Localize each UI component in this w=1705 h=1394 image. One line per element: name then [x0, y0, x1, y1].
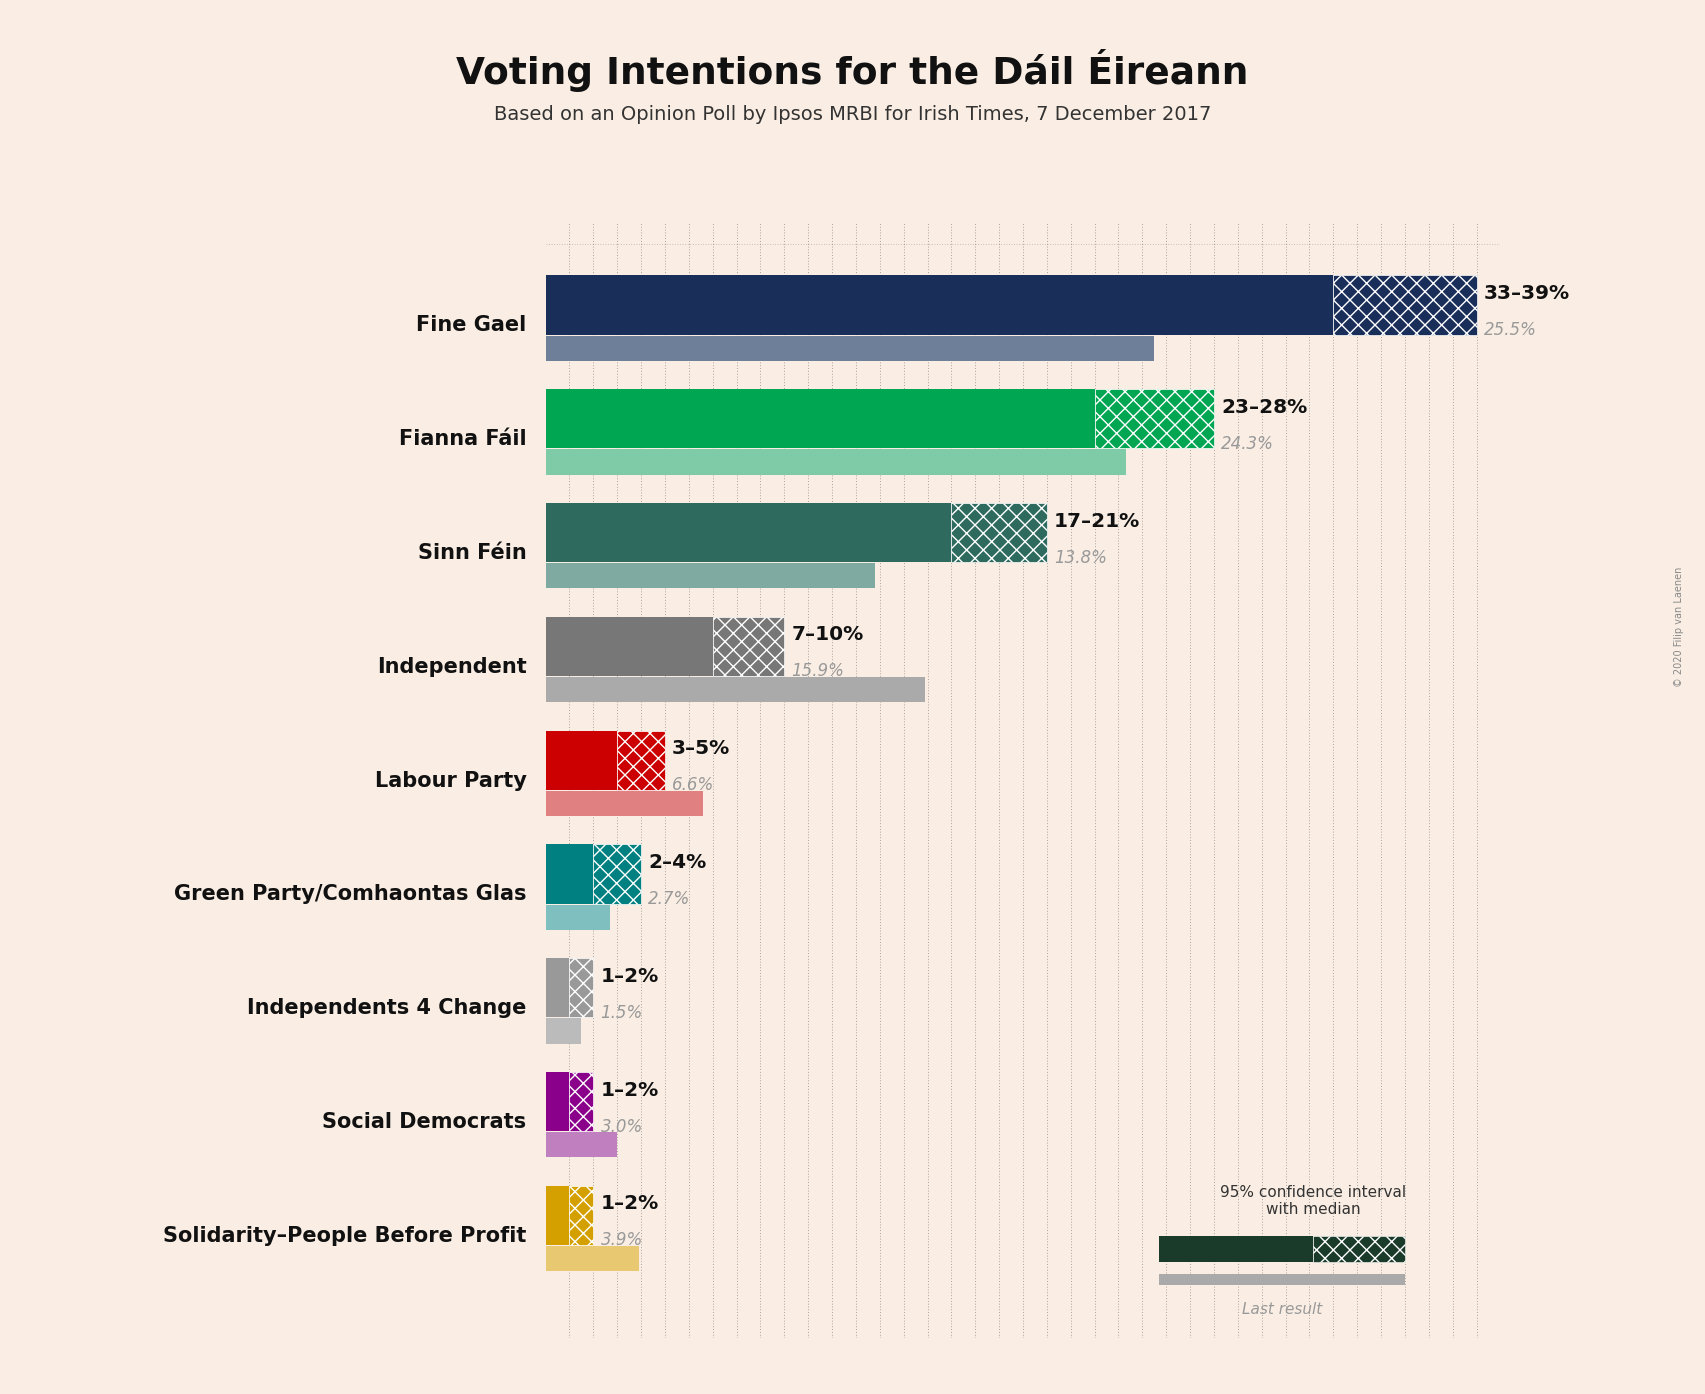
Bar — [1333, 276, 1477, 335]
Text: 17–21%: 17–21% — [1054, 512, 1141, 531]
Text: 95% confidence interval
with median: 95% confidence interval with median — [1219, 1185, 1407, 1217]
Text: © 2020 Filip van Laenen: © 2020 Filip van Laenen — [1674, 567, 1685, 687]
Text: Solidarity–People Before Profit: Solidarity–People Before Profit — [164, 1225, 527, 1246]
Bar — [546, 845, 593, 903]
Bar — [546, 336, 1154, 361]
Bar — [1095, 389, 1214, 449]
Text: Independent: Independent — [377, 657, 527, 677]
Text: 1.5%: 1.5% — [600, 1004, 643, 1022]
Bar — [546, 905, 610, 930]
Bar — [569, 1186, 593, 1245]
Text: 23–28%: 23–28% — [1221, 397, 1308, 417]
Bar — [617, 730, 665, 790]
Bar — [546, 790, 702, 815]
Bar — [546, 730, 617, 790]
Text: Social Democrats: Social Democrats — [322, 1112, 527, 1132]
Text: 3.9%: 3.9% — [600, 1231, 643, 1249]
Text: 7–10%: 7–10% — [791, 626, 864, 644]
Bar — [546, 449, 1125, 474]
Bar — [546, 389, 1095, 449]
Text: Green Party/Comhaontas Glas: Green Party/Comhaontas Glas — [174, 884, 527, 905]
Text: 1–2%: 1–2% — [600, 967, 658, 986]
Text: 6.6%: 6.6% — [672, 776, 714, 795]
Text: 1–2%: 1–2% — [600, 1080, 658, 1100]
Bar — [546, 1072, 569, 1131]
Text: Voting Intentions for the Dáil Éireann: Voting Intentions for the Dáil Éireann — [457, 49, 1248, 92]
Text: 33–39%: 33–39% — [1483, 284, 1570, 302]
Bar — [546, 958, 569, 1018]
Bar — [546, 503, 951, 562]
Bar — [569, 1072, 593, 1131]
Text: 3.0%: 3.0% — [600, 1118, 643, 1136]
Text: Sinn Féin: Sinn Féin — [418, 544, 527, 563]
Bar — [1159, 1274, 1405, 1285]
Bar — [593, 845, 641, 903]
Bar — [546, 1132, 617, 1157]
Bar — [713, 616, 784, 676]
Bar — [546, 563, 875, 588]
Text: 25.5%: 25.5% — [1483, 321, 1536, 339]
Text: Based on an Opinion Poll by Ipsos MRBI for Irish Times, 7 December 2017: Based on an Opinion Poll by Ipsos MRBI f… — [494, 105, 1211, 124]
Text: 1–2%: 1–2% — [600, 1195, 658, 1213]
Bar — [546, 1186, 569, 1245]
Bar — [1313, 1236, 1405, 1262]
Bar — [1159, 1236, 1313, 1262]
Text: 2–4%: 2–4% — [648, 853, 706, 873]
Text: Last result: Last result — [1241, 1302, 1323, 1317]
Text: 3–5%: 3–5% — [672, 739, 730, 758]
Text: 2.7%: 2.7% — [648, 889, 691, 907]
Text: 13.8%: 13.8% — [1054, 549, 1107, 566]
Bar — [546, 1019, 581, 1044]
Text: 15.9%: 15.9% — [791, 662, 844, 680]
Text: 24.3%: 24.3% — [1221, 435, 1274, 453]
Text: Labour Party: Labour Party — [375, 771, 527, 790]
Text: Fine Gael: Fine Gael — [416, 315, 527, 336]
Bar — [546, 1246, 639, 1271]
Bar — [546, 616, 713, 676]
Text: Fianna Fáil: Fianna Fáil — [399, 429, 527, 449]
Bar — [569, 958, 593, 1018]
Text: Independents 4 Change: Independents 4 Change — [247, 998, 527, 1018]
Bar — [546, 677, 926, 703]
Bar — [546, 276, 1333, 335]
Bar — [951, 503, 1047, 562]
